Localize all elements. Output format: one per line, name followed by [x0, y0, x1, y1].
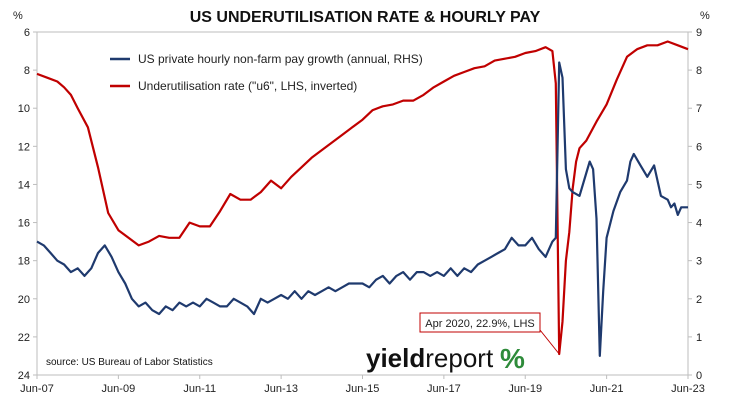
- legend: US private hourly non-farm pay growth (a…: [110, 52, 423, 93]
- annotation-leader: [539, 329, 560, 355]
- right-tick-label: 3: [696, 256, 702, 268]
- legend-label-pay: US private hourly non-farm pay growth (a…: [138, 52, 423, 66]
- x-tick-label: Jun-13: [264, 383, 298, 395]
- x-tick-label: Jun-19: [508, 383, 542, 395]
- right-tick-label: 5: [696, 179, 702, 191]
- plot-frame: [36, 31, 689, 376]
- logo-light: report: [425, 343, 494, 373]
- x-tick-label: Jun-15: [346, 383, 380, 395]
- annotation: Apr 2020, 22.9%, LHS: [419, 312, 560, 355]
- logo-bold: yield: [366, 343, 425, 373]
- left-tick-label: 16: [18, 218, 30, 230]
- left-tick-label: 18: [18, 256, 30, 268]
- series-layer: [36, 40, 689, 357]
- x-tick-label: Jun-21: [590, 383, 624, 395]
- right-tick-label: 9: [696, 27, 702, 39]
- series-line-pay-growth: [36, 61, 688, 357]
- left-tick-label: 6: [24, 27, 30, 39]
- left-tick-label: 24: [18, 370, 30, 382]
- x-tick-label: Jun-09: [102, 383, 136, 395]
- x-tick-label: Jun-17: [427, 383, 461, 395]
- logo-wordmark: yieldreport: [366, 343, 494, 373]
- annotation-label: Apr 2020, 22.9%, LHS: [425, 318, 534, 330]
- x-tick-label: Jun-11: [183, 383, 216, 395]
- right-tick-label: 1: [696, 332, 702, 344]
- source-note: source: US Bureau of Labor Statistics: [46, 357, 213, 368]
- right-tick-label: 4: [696, 218, 702, 230]
- x-axis: Jun-07 Jun-09 Jun-11 Jun-13 Jun-15 Jun-17 Jun-…: [20, 375, 705, 395]
- x-tick-label: Jun-23: [671, 383, 705, 395]
- annotation-box: [419, 312, 541, 333]
- right-axis: 0 1 2 3 4 5 6 7 8 9: [688, 27, 702, 382]
- right-tick-label: 6: [696, 141, 702, 153]
- right-tick-label: 7: [696, 103, 702, 115]
- right-axis-unit: %: [700, 10, 710, 22]
- left-tick-label: 14: [18, 179, 30, 191]
- right-tick-label: 8: [696, 65, 702, 77]
- logo-percent-icon: %: [500, 343, 525, 374]
- left-tick-label: 20: [18, 294, 30, 306]
- logo: yieldreport %: [366, 343, 525, 374]
- x-tick-label: Jun-07: [20, 383, 54, 395]
- left-axis-unit: %: [13, 10, 23, 22]
- left-tick-label: 8: [24, 65, 30, 77]
- left-axis: 6 8 10 12 14 16 18 20 22 24: [18, 27, 37, 382]
- left-tick-label: 12: [18, 141, 30, 153]
- legend-label-u6: Underutilisation rate ("u6", LHS, invert…: [138, 79, 357, 93]
- chart-title: US UNDERUTILISATION RATE & HOURLY PAY: [190, 9, 541, 26]
- series-line-u6: [36, 40, 689, 356]
- left-tick-label: 22: [18, 332, 30, 344]
- left-tick-label: 10: [18, 103, 30, 115]
- right-tick-label: 2: [696, 294, 702, 306]
- right-tick-label: 0: [696, 370, 702, 382]
